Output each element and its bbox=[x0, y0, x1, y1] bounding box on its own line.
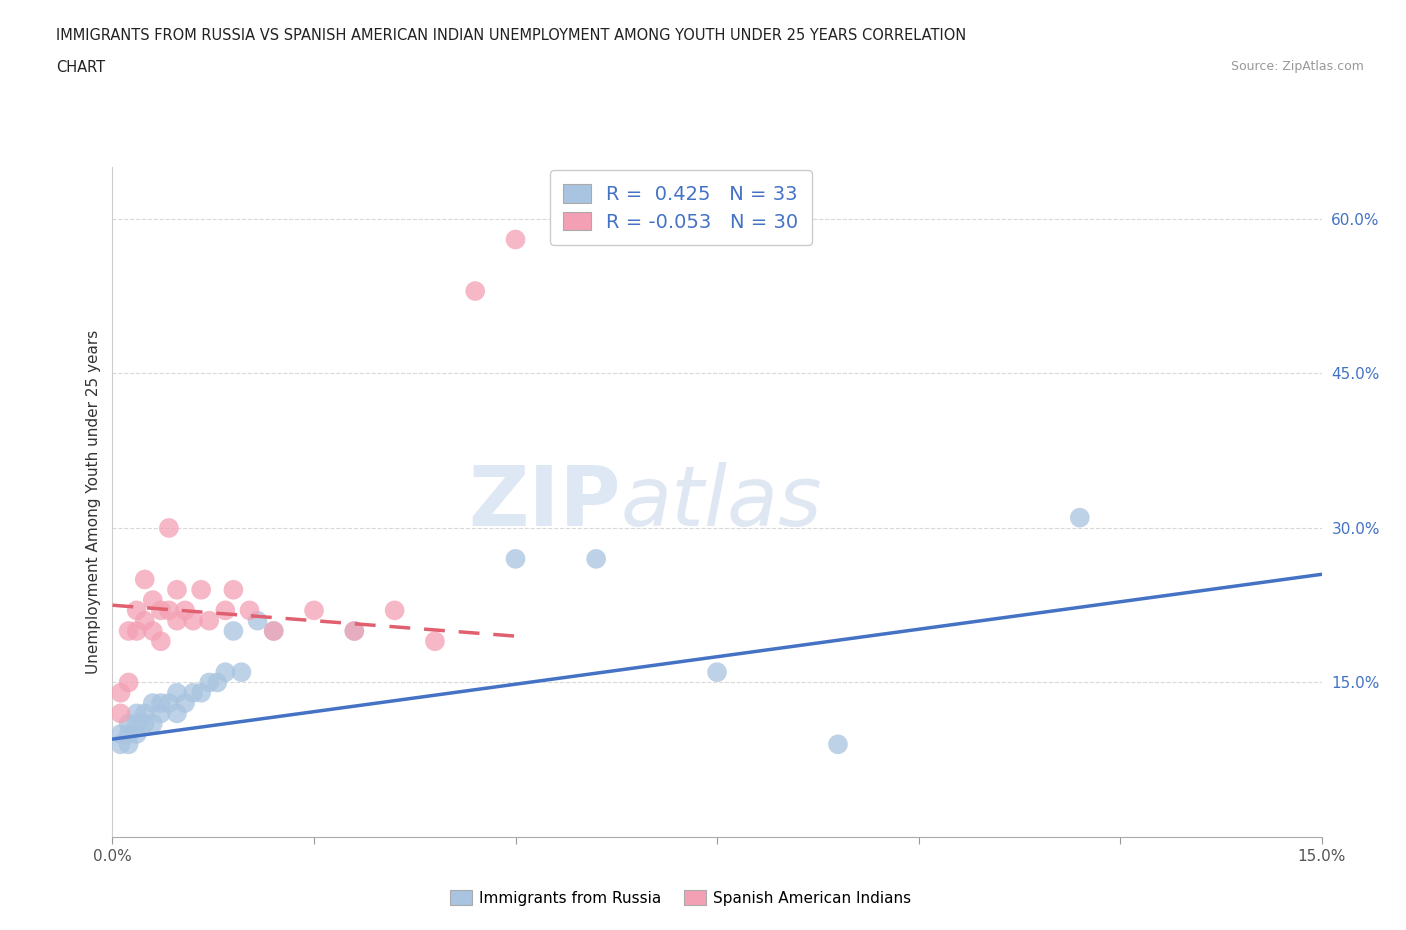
Text: IMMIGRANTS FROM RUSSIA VS SPANISH AMERICAN INDIAN UNEMPLOYMENT AMONG YOUTH UNDER: IMMIGRANTS FROM RUSSIA VS SPANISH AMERIC… bbox=[56, 28, 966, 43]
Point bbox=[706, 665, 728, 680]
Point bbox=[134, 572, 156, 587]
Point bbox=[149, 634, 172, 649]
Point bbox=[110, 726, 132, 741]
Point bbox=[198, 675, 221, 690]
Point bbox=[157, 696, 180, 711]
Point bbox=[343, 623, 366, 638]
Point bbox=[142, 696, 165, 711]
Point bbox=[190, 582, 212, 597]
Point bbox=[505, 551, 527, 566]
Point bbox=[214, 665, 236, 680]
Point bbox=[166, 613, 188, 628]
Text: Source: ZipAtlas.com: Source: ZipAtlas.com bbox=[1230, 60, 1364, 73]
Point bbox=[125, 716, 148, 731]
Point bbox=[117, 737, 139, 751]
Point bbox=[214, 603, 236, 618]
Point bbox=[110, 706, 132, 721]
Point bbox=[166, 582, 188, 597]
Point bbox=[1069, 511, 1091, 525]
Point bbox=[207, 675, 229, 690]
Point bbox=[423, 634, 446, 649]
Point bbox=[142, 716, 165, 731]
Point bbox=[190, 685, 212, 700]
Point bbox=[174, 696, 197, 711]
Point bbox=[125, 726, 148, 741]
Point bbox=[505, 232, 527, 247]
Point bbox=[110, 737, 132, 751]
Point bbox=[181, 685, 204, 700]
Point bbox=[117, 716, 139, 731]
Point bbox=[263, 623, 285, 638]
Point bbox=[302, 603, 325, 618]
Point bbox=[263, 623, 285, 638]
Point bbox=[157, 521, 180, 536]
Point bbox=[110, 685, 132, 700]
Point bbox=[157, 603, 180, 618]
Point bbox=[117, 623, 139, 638]
Text: CHART: CHART bbox=[56, 60, 105, 75]
Point bbox=[149, 696, 172, 711]
Point bbox=[222, 582, 245, 597]
Point bbox=[246, 613, 269, 628]
Point bbox=[343, 623, 366, 638]
Point bbox=[238, 603, 260, 618]
Point bbox=[149, 603, 172, 618]
Point bbox=[827, 737, 849, 751]
Point bbox=[142, 592, 165, 607]
Point bbox=[464, 284, 486, 299]
Point bbox=[149, 706, 172, 721]
Point bbox=[134, 613, 156, 628]
Point bbox=[125, 706, 148, 721]
Legend: Immigrants from Russia, Spanish American Indians: Immigrants from Russia, Spanish American… bbox=[440, 880, 922, 916]
Point bbox=[134, 716, 156, 731]
Point bbox=[125, 623, 148, 638]
Point bbox=[166, 685, 188, 700]
Point bbox=[117, 726, 139, 741]
Text: ZIP: ZIP bbox=[468, 461, 620, 543]
Point bbox=[585, 551, 607, 566]
Point bbox=[231, 665, 253, 680]
Point bbox=[222, 623, 245, 638]
Point bbox=[181, 613, 204, 628]
Point bbox=[117, 675, 139, 690]
Point bbox=[384, 603, 406, 618]
Point bbox=[134, 706, 156, 721]
Text: atlas: atlas bbox=[620, 461, 823, 543]
Point bbox=[198, 613, 221, 628]
Point bbox=[142, 623, 165, 638]
Point bbox=[174, 603, 197, 618]
Y-axis label: Unemployment Among Youth under 25 years: Unemployment Among Youth under 25 years bbox=[86, 330, 101, 674]
Point bbox=[166, 706, 188, 721]
Point bbox=[125, 603, 148, 618]
